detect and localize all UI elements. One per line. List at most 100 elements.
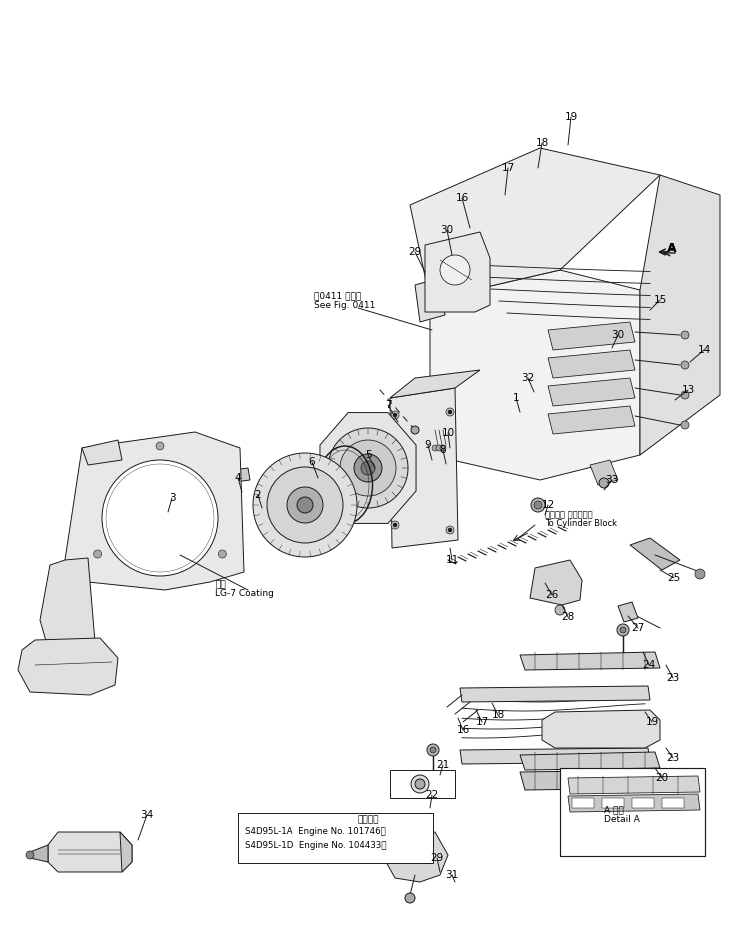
Circle shape bbox=[393, 413, 397, 417]
Polygon shape bbox=[548, 350, 635, 378]
Circle shape bbox=[297, 497, 313, 513]
Polygon shape bbox=[520, 770, 665, 790]
Circle shape bbox=[287, 487, 323, 523]
Circle shape bbox=[681, 331, 689, 339]
Polygon shape bbox=[618, 602, 638, 622]
Circle shape bbox=[681, 391, 689, 399]
Polygon shape bbox=[385, 832, 448, 882]
Circle shape bbox=[94, 550, 102, 558]
Text: 17: 17 bbox=[475, 717, 489, 727]
Polygon shape bbox=[590, 460, 618, 485]
Circle shape bbox=[391, 521, 399, 529]
Polygon shape bbox=[390, 388, 458, 548]
Circle shape bbox=[440, 255, 470, 285]
Polygon shape bbox=[630, 538, 680, 570]
Circle shape bbox=[411, 426, 419, 434]
Text: 27: 27 bbox=[632, 623, 644, 633]
Circle shape bbox=[411, 775, 429, 793]
Circle shape bbox=[440, 445, 446, 451]
Circle shape bbox=[405, 893, 415, 903]
Text: 第0411 図参用: 第0411 図参用 bbox=[314, 291, 361, 301]
Circle shape bbox=[617, 624, 629, 636]
Circle shape bbox=[361, 461, 375, 475]
Polygon shape bbox=[460, 748, 650, 764]
Polygon shape bbox=[415, 278, 445, 322]
Text: 23: 23 bbox=[666, 673, 680, 683]
Circle shape bbox=[354, 454, 382, 482]
Text: 15: 15 bbox=[653, 295, 666, 305]
Circle shape bbox=[531, 498, 545, 512]
Text: 17: 17 bbox=[501, 163, 514, 173]
Circle shape bbox=[681, 421, 689, 429]
Polygon shape bbox=[520, 652, 660, 670]
Text: 24: 24 bbox=[642, 660, 655, 670]
Circle shape bbox=[620, 627, 626, 633]
Circle shape bbox=[391, 411, 399, 419]
Text: 塗布: 塗布 bbox=[215, 581, 226, 589]
Circle shape bbox=[430, 747, 436, 753]
Polygon shape bbox=[568, 776, 700, 794]
Text: 19: 19 bbox=[645, 717, 658, 727]
Text: 25: 25 bbox=[667, 573, 680, 583]
Polygon shape bbox=[460, 686, 650, 702]
Circle shape bbox=[534, 501, 542, 509]
Text: 12: 12 bbox=[542, 500, 555, 510]
Circle shape bbox=[393, 523, 397, 527]
Circle shape bbox=[695, 569, 705, 579]
Polygon shape bbox=[548, 406, 635, 434]
Text: 22: 22 bbox=[425, 790, 438, 800]
Text: LG-7 Coating: LG-7 Coating bbox=[215, 589, 274, 599]
Text: A: A bbox=[667, 242, 677, 254]
Polygon shape bbox=[548, 322, 635, 350]
Polygon shape bbox=[48, 832, 132, 872]
Text: 30: 30 bbox=[441, 225, 454, 235]
Circle shape bbox=[102, 460, 218, 576]
Text: 16: 16 bbox=[455, 193, 469, 203]
Text: 13: 13 bbox=[681, 385, 694, 395]
Bar bbox=[572, 798, 594, 808]
Circle shape bbox=[253, 453, 357, 557]
Polygon shape bbox=[548, 378, 635, 406]
Circle shape bbox=[555, 605, 565, 615]
Text: 18: 18 bbox=[535, 138, 548, 148]
Circle shape bbox=[340, 440, 396, 496]
Text: A 拡大: A 拡大 bbox=[604, 805, 624, 815]
Text: 26: 26 bbox=[545, 590, 559, 600]
Text: 5: 5 bbox=[365, 450, 371, 460]
Text: 19: 19 bbox=[565, 112, 578, 122]
Text: 14: 14 bbox=[697, 345, 711, 355]
Text: 30: 30 bbox=[612, 330, 624, 340]
Circle shape bbox=[446, 526, 454, 534]
Circle shape bbox=[328, 428, 408, 508]
Polygon shape bbox=[320, 412, 416, 524]
Text: S4D95L-1A  Engine No. 101746～: S4D95L-1A Engine No. 101746～ bbox=[245, 827, 386, 837]
Text: 18: 18 bbox=[492, 710, 505, 720]
Text: 29: 29 bbox=[430, 853, 444, 863]
Text: 20: 20 bbox=[655, 773, 669, 783]
Polygon shape bbox=[390, 370, 480, 398]
Polygon shape bbox=[82, 440, 122, 465]
Text: 28: 28 bbox=[562, 612, 575, 622]
Polygon shape bbox=[640, 175, 720, 455]
Circle shape bbox=[156, 442, 164, 450]
Polygon shape bbox=[542, 710, 660, 748]
Text: 3: 3 bbox=[169, 493, 176, 503]
Circle shape bbox=[218, 550, 227, 558]
Text: 2: 2 bbox=[255, 490, 261, 500]
Polygon shape bbox=[65, 432, 244, 590]
Text: 16: 16 bbox=[456, 725, 469, 735]
Polygon shape bbox=[530, 560, 582, 605]
Polygon shape bbox=[28, 845, 48, 862]
Bar bbox=[632, 798, 654, 808]
Text: 9: 9 bbox=[424, 440, 431, 450]
Text: シリンダ ブロック～: シリンダ ブロック～ bbox=[545, 510, 593, 520]
Circle shape bbox=[432, 445, 438, 451]
Text: S4D95L-1D  Engine No. 104433～: S4D95L-1D Engine No. 104433～ bbox=[245, 841, 387, 849]
Circle shape bbox=[267, 467, 343, 543]
Text: A: A bbox=[668, 243, 676, 253]
Text: See Fig. 0411: See Fig. 0411 bbox=[314, 302, 376, 310]
Polygon shape bbox=[430, 270, 640, 480]
Text: 29: 29 bbox=[408, 247, 421, 257]
Text: 4: 4 bbox=[235, 473, 241, 483]
Bar bbox=[390, 770, 455, 798]
